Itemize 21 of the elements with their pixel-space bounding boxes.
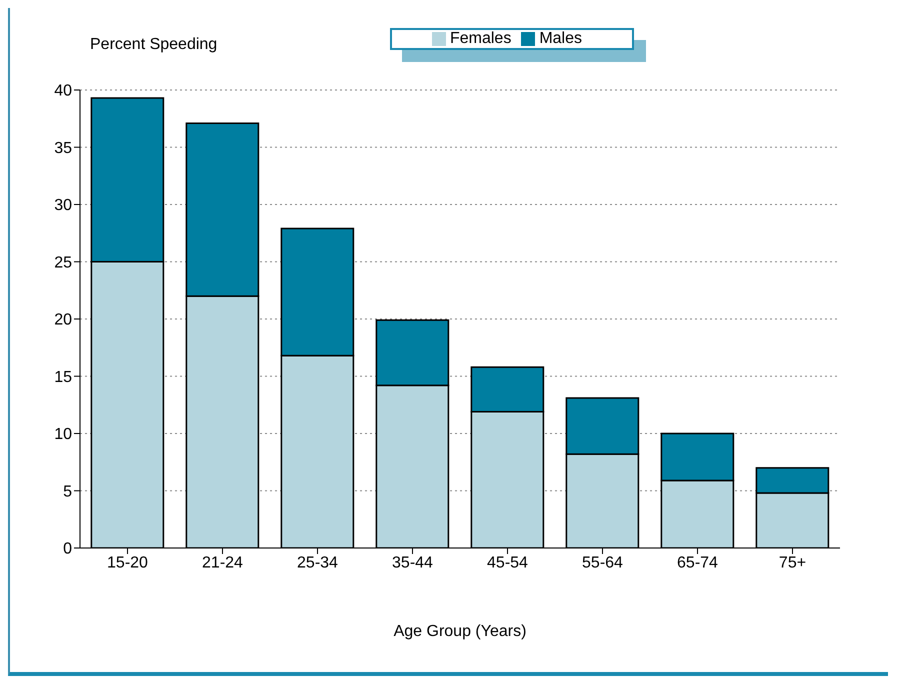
x-tick-label: 15-20 [107,554,148,572]
x-tick-label: 21-24 [202,554,244,572]
legend-label: Males [539,30,582,47]
x-tick-label: 25-34 [297,554,338,572]
x-tick-label: 55-64 [582,554,624,572]
x-tick-label: 75+ [778,554,806,572]
y-tick-label: 35 [54,140,72,157]
y-tick-label: 30 [54,197,72,214]
legend-label: Females [450,30,512,47]
x-axis-title: Age Group (Years) [392,623,528,641]
y-tick-label: 40 [54,82,72,100]
y-tick-label: 15 [54,368,72,386]
x-tick-label: 45-54 [487,554,528,572]
y-tick-label: 25 [54,254,72,272]
y-tick-label: 0 [63,540,72,558]
y-tick-label: 10 [54,426,72,444]
y-tick-label: 5 [63,483,72,500]
y-axis-title: Percent Speeding [90,36,218,54]
x-tick-label: 35-44 [392,554,434,572]
y-tick-label: 20 [54,312,72,329]
x-tick-label: 65-74 [677,554,718,572]
